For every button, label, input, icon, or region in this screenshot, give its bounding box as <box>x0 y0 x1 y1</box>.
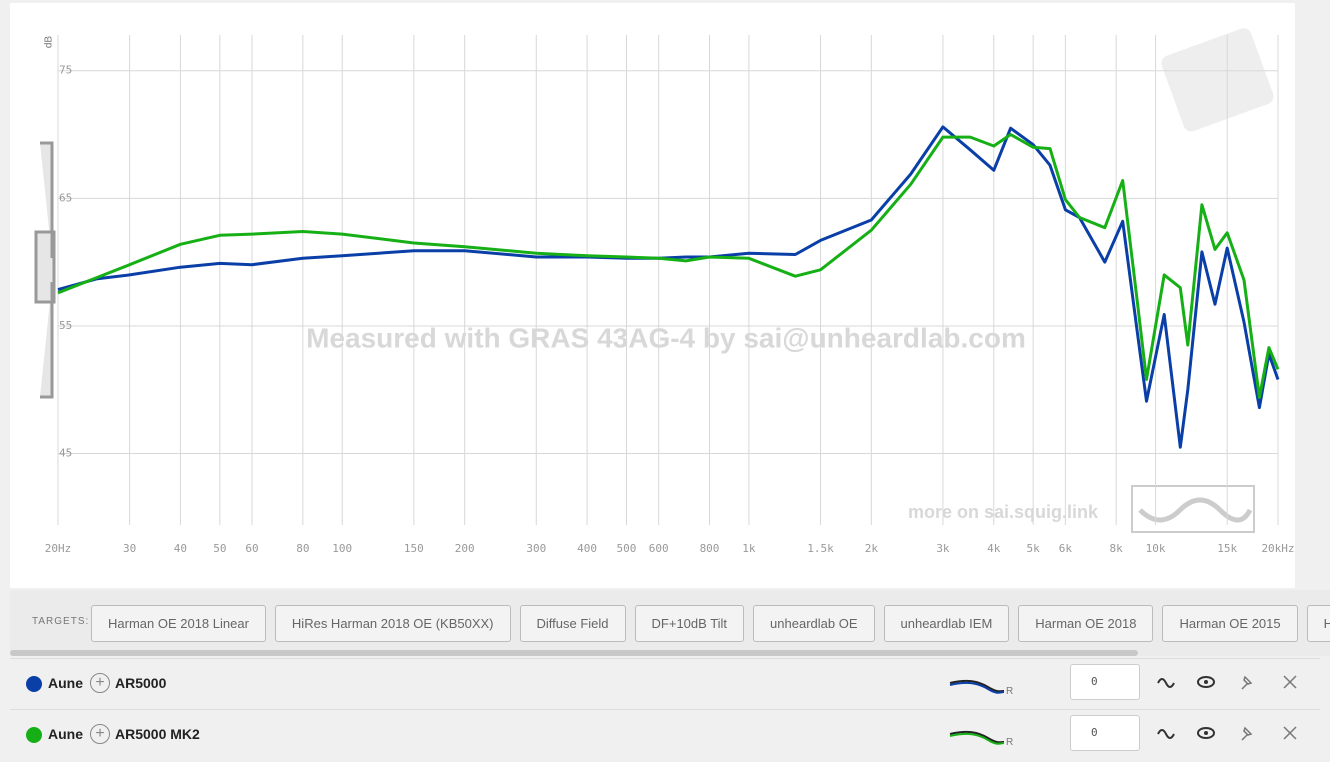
x-tick-label: 40 <box>174 542 187 555</box>
channel-label: R <box>1006 686 1014 697</box>
watermark: Measured with GRAS 43AG-4 by sai@unheard… <box>306 322 1026 353</box>
x-tick-label: 20Hz <box>45 542 72 555</box>
smooth-button[interactable] <box>1157 678 1175 688</box>
offset-input[interactable]: 0 <box>1070 664 1140 700</box>
x-tick-label: 600 <box>649 542 669 555</box>
target-button[interactable]: unheardlab OE <box>753 605 875 642</box>
thumbnail-curve <box>949 679 1005 693</box>
targets-bar: TARGETS: Harman OE 2018 Linear HiRes Harm… <box>10 590 1330 656</box>
chart: dB 45 55 65 75 20Hz 30 40 50 60 80 100 150 200 300 400… <box>10 3 1295 588</box>
color-dot[interactable] <box>26 727 42 743</box>
color-dot[interactable] <box>26 676 42 692</box>
x-tick-label: 8k <box>1110 542 1124 555</box>
smooth-button[interactable] <box>1157 729 1175 739</box>
hide-button[interactable] <box>1197 676 1215 688</box>
thumbnail-curve <box>949 732 1005 745</box>
x-tick-label: 15k <box>1217 542 1237 555</box>
x-tick-label: 60 <box>245 542 258 555</box>
targets-list: Harman OE 2018 Linear HiRes Harman 2018 O… <box>91 605 1330 642</box>
x-tick-label: 10k <box>1146 542 1166 555</box>
x-tick-label: 50 <box>213 542 226 555</box>
target-button[interactable]: DF+10dB Tilt <box>634 605 745 642</box>
series-line <box>57 133 1280 399</box>
phone-row: Aune + AR5000 R 0 <box>10 658 1320 709</box>
y-tick-label: 55 <box>59 319 72 332</box>
pin-button[interactable] <box>1241 675 1253 690</box>
target-button[interactable]: Diffuse Field <box>519 605 626 642</box>
offset-input[interactable]: 0 <box>1070 715 1140 751</box>
channel-thumbnail <box>949 730 1005 745</box>
remove-button[interactable] <box>1283 675 1297 689</box>
x-tick-label: 800 <box>700 542 720 555</box>
channel-thumbnail <box>949 679 1005 694</box>
hide-button[interactable] <box>1197 727 1215 739</box>
x-tick-label: 1k <box>742 542 756 555</box>
x-tick-label: 30 <box>123 542 136 555</box>
y-axis-label: dB <box>44 36 55 49</box>
pin-button[interactable] <box>1241 726 1253 741</box>
row-actions <box>1157 675 1297 690</box>
channel-label: R <box>1006 737 1014 748</box>
series-line <box>57 125 1280 449</box>
phone-row: Aune + AR5000 MK2 R 0 <box>10 709 1320 760</box>
x-tick-label: 5k <box>1027 542 1041 555</box>
x-tick-label: 100 <box>332 542 352 555</box>
phone-brand: Aune <box>48 675 83 691</box>
phone-model: AR5000 <box>115 675 167 691</box>
x-tick-label: 4k <box>987 542 1001 555</box>
x-tick-label: 150 <box>404 542 424 555</box>
add-variant[interactable]: + <box>90 673 110 693</box>
y-tick-label: 75 <box>59 64 72 77</box>
remove-button[interactable] <box>1283 726 1297 740</box>
target-button[interactable]: unheardlab IEM <box>883 605 1010 642</box>
x-tick-label: 1.5k <box>807 542 834 555</box>
chart-background <box>10 3 1295 588</box>
x-tick-label: 6k <box>1059 542 1073 555</box>
phone-model: AR5000 MK2 <box>115 726 200 742</box>
y-tick-label: 45 <box>59 447 72 460</box>
row-actions <box>1157 726 1297 741</box>
thumbnail-curve <box>949 681 1005 694</box>
target-button[interactable]: Harman OE 2015 <box>1162 605 1298 642</box>
target-button[interactable]: Harman OE 2013 <box>1306 605 1330 642</box>
x-tick-label: 300 <box>526 542 546 555</box>
x-tick-label: 2k <box>865 542 879 555</box>
x-tick-label: 400 <box>577 542 597 555</box>
add-variant[interactable]: + <box>90 724 110 744</box>
y-scale-handle <box>34 141 56 399</box>
target-button[interactable]: Harman OE 2018 Linear <box>91 605 266 642</box>
target-button[interactable]: HiRes Harman 2018 OE (KB50XX) <box>274 605 511 642</box>
x-tick-label: 500 <box>617 542 637 555</box>
x-tick-label: 80 <box>296 542 309 555</box>
x-tick-label: 20kHz <box>1261 542 1294 555</box>
x-tick-label: 3k <box>936 542 950 555</box>
targets-label: TARGETS: <box>32 616 90 627</box>
logo-curve <box>1138 497 1253 523</box>
y-tick-label: 65 <box>59 191 72 204</box>
footer-note: more on sai.squig.link <box>908 502 1099 522</box>
hide-button-pupil <box>1204 731 1208 735</box>
x-tick-label: 200 <box>455 542 475 555</box>
phone-brand: Aune <box>48 726 83 742</box>
thumbnail-curve <box>949 730 1005 744</box>
hide-button-pupil <box>1204 680 1208 684</box>
logo-box <box>1131 485 1255 533</box>
target-button[interactable]: Harman OE 2018 <box>1018 605 1154 642</box>
scrollbar[interactable] <box>10 650 1138 656</box>
product-image <box>1161 28 1274 132</box>
